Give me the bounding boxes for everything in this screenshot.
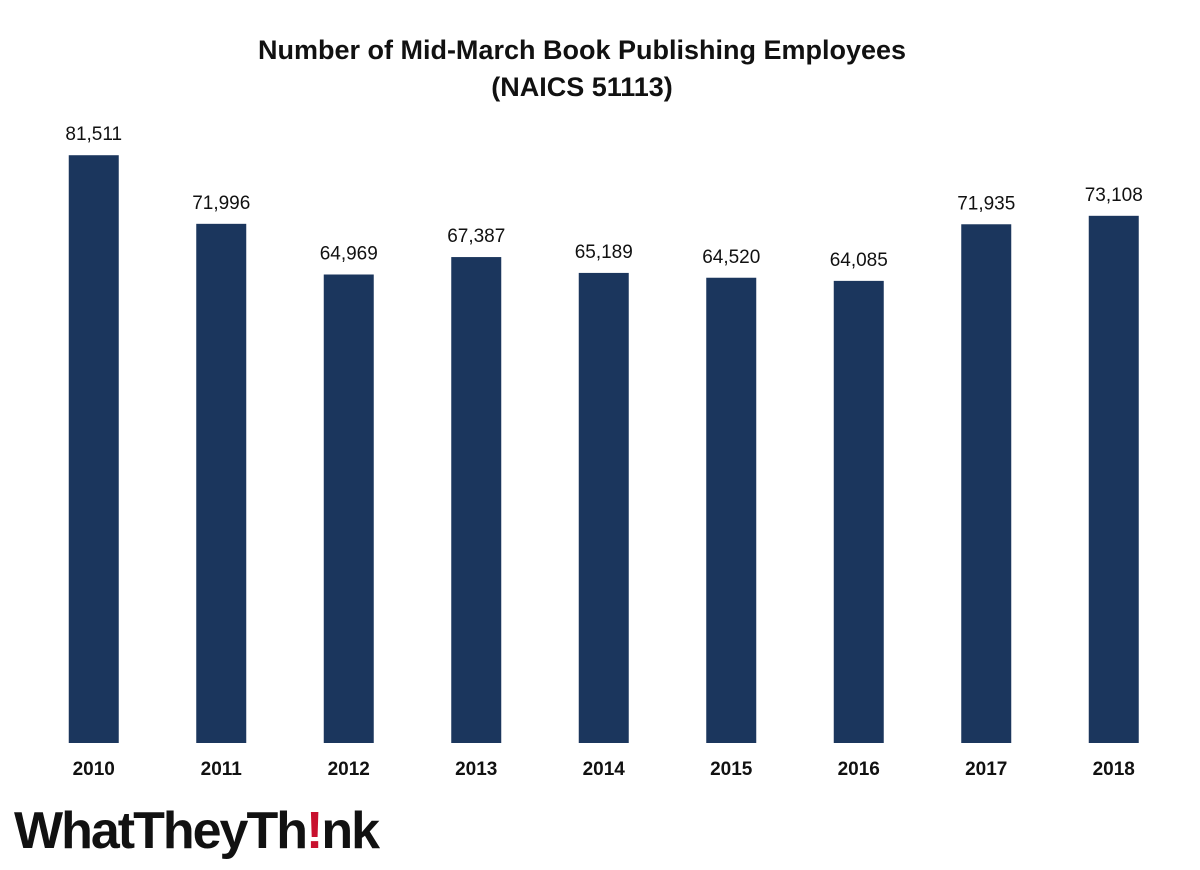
value-label: 73,108 [1085,185,1143,206]
value-label: 71,996 [192,193,250,214]
bar [578,272,629,743]
bar [323,274,374,743]
x-tick-label: 2014 [583,759,626,780]
value-label: 65,189 [575,242,633,263]
bar [833,280,884,743]
x-tick-label: 2015 [710,759,753,780]
logo: WhatTheyTh!nk [14,802,380,860]
x-tick-label: 2016 [838,759,880,780]
value-label: 67,387 [447,226,505,247]
value-label: 71,935 [957,193,1015,214]
bar [451,257,502,743]
x-tick-label: 2010 [73,759,115,780]
logo-part: nk [321,802,380,860]
x-tick-label: 2018 [1093,759,1135,780]
x-tick-label: 2012 [328,759,370,780]
logo-part: ! [306,802,321,860]
value-label: 64,085 [830,250,888,271]
bar [706,277,757,743]
bar [1088,215,1139,744]
x-tick-label: 2011 [201,759,243,780]
bar [961,224,1012,743]
value-label: 81,511 [65,124,122,145]
value-label: 64,520 [702,247,760,268]
chart-title: Number of Mid-March Book Publishing Empl… [258,35,906,65]
bar [68,155,119,744]
bar [196,223,247,743]
value-label: 64,969 [320,244,378,265]
logo-part: WhatTheyTh [14,802,306,860]
x-tick-label: 2017 [965,759,1007,780]
x-tick-label: 2013 [455,759,497,780]
chart-subtitle: (NAICS 51113) [491,72,673,102]
